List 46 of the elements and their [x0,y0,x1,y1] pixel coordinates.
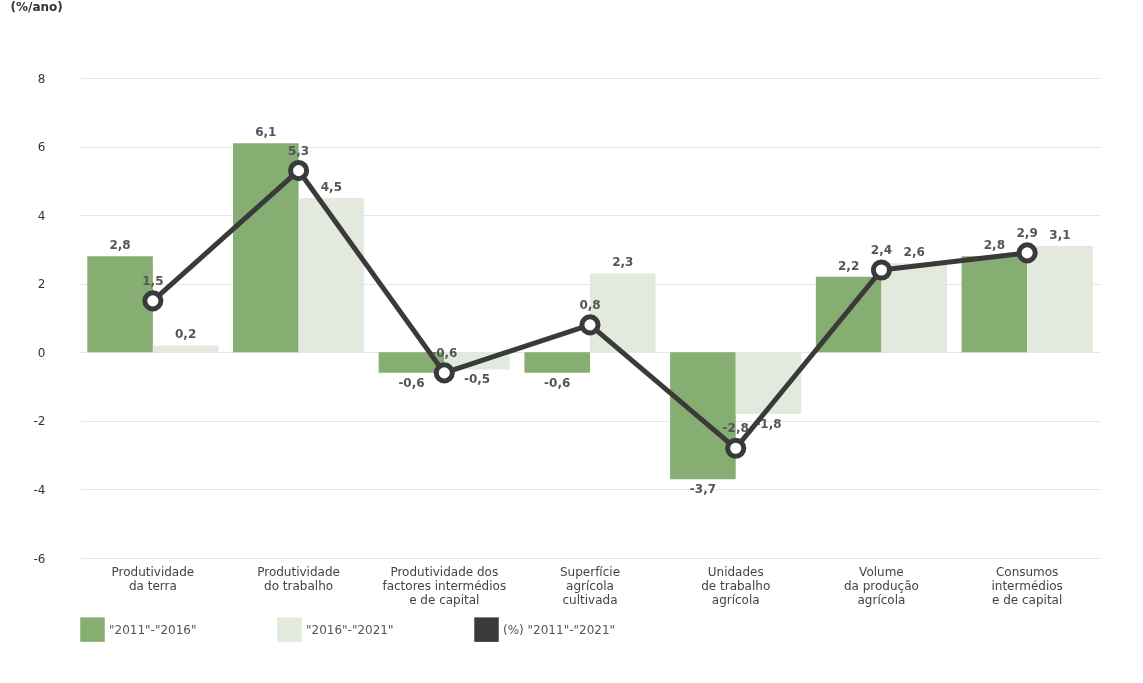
data-label: 2,2 [838,258,860,273]
y-tick-label: -6 [33,551,46,566]
data-label: 2,6 [903,245,925,260]
x-tick-label: Produtividade da terra [111,564,195,593]
y-tick-label: -4 [33,482,46,497]
point [579,314,601,336]
point [1016,242,1038,264]
point [870,259,892,281]
y-axis-title: (%/ano) [10,0,63,14]
bar [961,256,1028,353]
point [142,290,164,312]
point [725,437,747,459]
x-tick-label: Produtividade do trabalho [257,564,340,593]
x-tick-label: Consumos intermédios e de capital [991,564,1063,607]
y-tick-label: 6 [37,140,46,155]
bar [524,352,590,373]
legend-label: (%) "2011"-"2021" [503,622,616,637]
data-label: 3,1 [1049,228,1071,242]
x-tick-label: Produtividade dos factores intermédios e de capital [382,564,507,607]
legend-label: "2016"-"2021" [306,622,394,637]
legend-label: "2011"-"2016" [109,622,197,637]
data-label: 2,4 [870,243,893,257]
data-label: 0,8 [579,297,601,312]
data-label: 2,3 [612,255,634,270]
y-tick-label: 8 [37,71,46,86]
data-label: 2,8 [109,238,131,253]
data-label: 0,2 [175,327,197,342]
data-label: 6,1 [255,125,277,140]
x-tick-label: Unidades de trabalho agrícola [701,564,771,607]
x-tick-label: Superfície agrícola cultivada [559,564,621,607]
data-label: 4,5 [320,180,342,194]
y-tick-label: 0 [37,345,46,360]
data-label: 2,9 [1016,225,1038,240]
data-label: -0,6 [398,375,425,390]
data-label: 2,8 [983,238,1005,253]
data-label: -0,5 [463,372,491,387]
data-label: -3,7 [689,482,717,497]
data-label: -0,6 [431,345,458,360]
point [288,160,310,182]
y-tick-label: -2 [33,414,46,429]
point [433,362,455,384]
data-label: 1,5 [142,273,164,288]
y-tick-label: 4 [37,208,46,223]
y-tick-label: 2 [37,277,46,292]
data-label: -0,6 [544,375,571,390]
x-tick-label: Volume da produção agrícola [843,564,919,607]
